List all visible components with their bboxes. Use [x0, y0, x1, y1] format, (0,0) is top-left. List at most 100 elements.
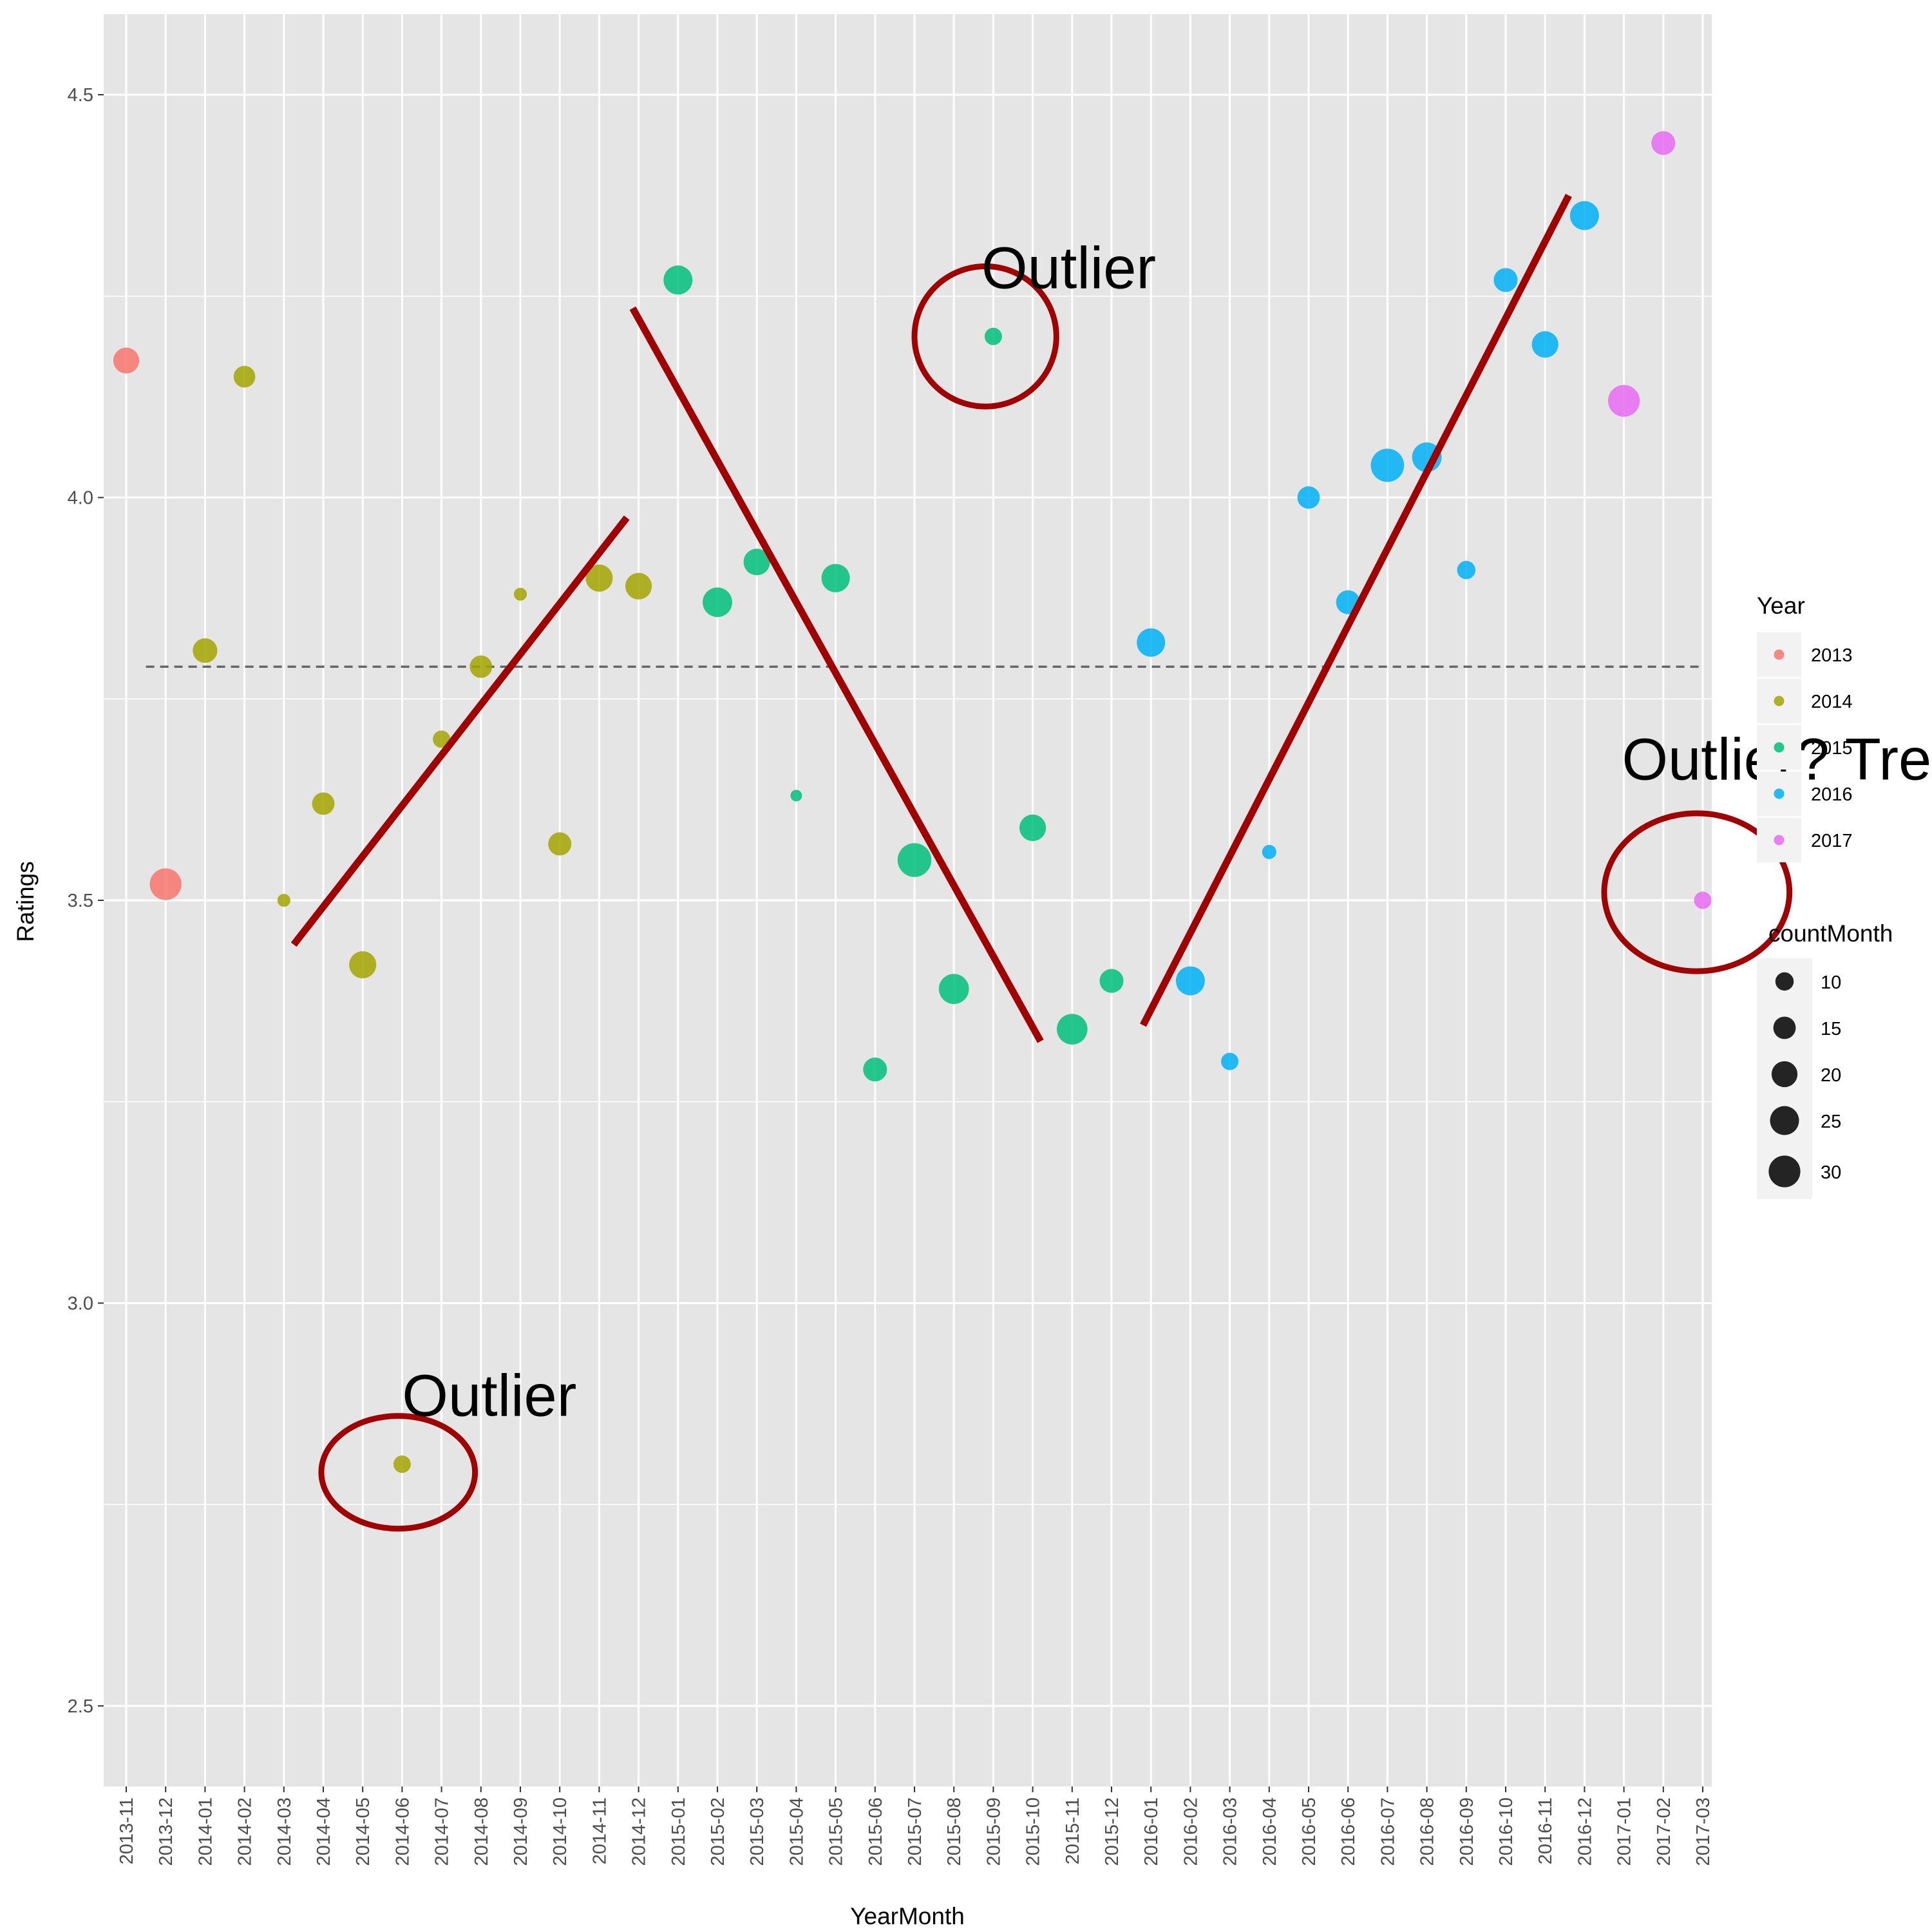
x-tick-label: 2014-09 [511, 1797, 531, 1866]
data-point [897, 843, 932, 877]
data-point [625, 573, 652, 600]
y-tick-label: 4.5 [68, 85, 93, 106]
legend-size-swatch [1770, 1106, 1799, 1135]
x-tick-label: 2014-11 [589, 1797, 610, 1864]
x-tick-label: 2015-07 [905, 1797, 925, 1866]
x-tick-label: 2015-10 [1023, 1797, 1044, 1866]
data-point [312, 792, 335, 815]
x-tick-label: 2017-01 [1615, 1797, 1635, 1866]
legend-size-title: countMonth [1768, 920, 1893, 947]
data-point [790, 790, 802, 802]
data-point [1694, 891, 1712, 909]
x-tick-label: 2017-03 [1693, 1797, 1714, 1866]
data-point [1297, 486, 1320, 509]
data-point [1099, 969, 1124, 993]
y-axis-title: Ratings [12, 861, 39, 942]
x-tick-label: 2014-08 [471, 1797, 492, 1866]
x-tick-label: 2015-09 [983, 1797, 1004, 1866]
legend-size-label: 10 [1821, 972, 1841, 993]
data-point [433, 730, 451, 748]
legend-color-label: 2014 [1811, 692, 1853, 712]
x-tick-label: 2016-04 [1260, 1797, 1280, 1866]
data-point [1651, 131, 1676, 155]
x-tick-label: 2016-12 [1575, 1797, 1595, 1866]
data-point [1019, 814, 1046, 842]
x-tick-label: 2015-06 [866, 1797, 886, 1866]
data-point [938, 974, 969, 1004]
x-tick-label: 2016-05 [1299, 1797, 1320, 1866]
legend-size-swatch [1775, 972, 1794, 991]
data-point [743, 548, 770, 576]
legend-color-swatch [1774, 835, 1785, 846]
annotation-circle [911, 263, 1059, 410]
legend: Year 2013 2014 2015 2016 2017 countMonth 10 15 20… [1757, 592, 1893, 1199]
x-tick-label: 2017-02 [1654, 1797, 1674, 1866]
x-axis-title: YearMonth [850, 1903, 965, 1929]
data-point [863, 1057, 887, 1082]
x-axis: 2013-11 2013-12 2014-01 2014-02 2014-03 2014-… [117, 1786, 1714, 1866]
data-point [703, 587, 732, 618]
legend-size-swatch [1771, 1061, 1798, 1088]
data-point [1457, 560, 1476, 580]
legend-size-swatch [1768, 1155, 1801, 1188]
data-point [1056, 1014, 1088, 1045]
trend-line [1140, 193, 1572, 1027]
data-point [513, 587, 527, 601]
legend-size-label: 30 [1821, 1162, 1841, 1183]
y-tick-label: 4.0 [68, 488, 93, 509]
data-point [1493, 268, 1518, 292]
data-point [585, 564, 613, 592]
data-point [277, 893, 290, 907]
data-point [469, 655, 493, 678]
x-tick-label: 2013-11 [117, 1797, 137, 1864]
x-tick-label: 2013-12 [156, 1797, 176, 1866]
x-tick-label: 2016-11 [1535, 1797, 1556, 1864]
data-point [233, 366, 256, 388]
x-tick-label: 2014-05 [353, 1797, 374, 1866]
x-tick-label: 2016-01 [1141, 1797, 1162, 1866]
x-tick-label: 2014-03 [274, 1797, 295, 1866]
data-point [113, 347, 140, 374]
legend-size-label: 15 [1821, 1019, 1841, 1039]
legend-size-swatch [1773, 1016, 1796, 1039]
legend-color-swatch [1774, 742, 1785, 753]
x-tick-label: 2015-08 [944, 1797, 965, 1866]
data-point [1569, 201, 1599, 231]
data-point [393, 1455, 411, 1473]
legend-color-swatch [1774, 649, 1785, 660]
x-tick-label: 2014-10 [550, 1797, 571, 1866]
y-tick-label: 3.5 [68, 891, 93, 911]
legend-size-label: 25 [1821, 1112, 1841, 1132]
data-point [821, 564, 850, 592]
legend-color-label: 2015 [1811, 738, 1853, 759]
x-tick-label: 2016-09 [1457, 1797, 1477, 1866]
x-tick-label: 2015-11 [1063, 1797, 1083, 1864]
x-tick-label: 2015-02 [708, 1797, 728, 1866]
data-point [1175, 966, 1205, 996]
grid [104, 14, 1712, 1786]
x-tick-label: 2016-10 [1496, 1797, 1517, 1866]
data-point [1221, 1052, 1239, 1070]
x-tick-label: 2016-03 [1220, 1797, 1241, 1866]
data-point [1531, 331, 1558, 358]
annotation-circle [1601, 810, 1793, 974]
data-point [349, 951, 377, 979]
legend-color-label: 2017 [1811, 831, 1853, 851]
data-point [193, 638, 218, 663]
x-tick-label: 2016-07 [1378, 1797, 1398, 1866]
data-point [1370, 448, 1405, 482]
annotation-label: Outlier [981, 235, 1156, 301]
data-point [984, 327, 1002, 345]
annotation-label: Outlier [402, 1363, 576, 1429]
x-tick-label: 2015-03 [747, 1797, 768, 1866]
x-tick-label: 2014-02 [235, 1797, 256, 1866]
legend-color-title: Year [1757, 592, 1805, 619]
x-tick-label: 2015-04 [786, 1797, 807, 1866]
x-tick-label: 2015-05 [826, 1797, 847, 1866]
legend-color-label: 2016 [1811, 784, 1853, 805]
x-tick-label: 2016-02 [1180, 1797, 1201, 1866]
data-point [1607, 384, 1640, 417]
data-point [1262, 844, 1276, 859]
x-tick-label: 2014-04 [314, 1797, 334, 1866]
trend-line [629, 306, 1044, 1043]
